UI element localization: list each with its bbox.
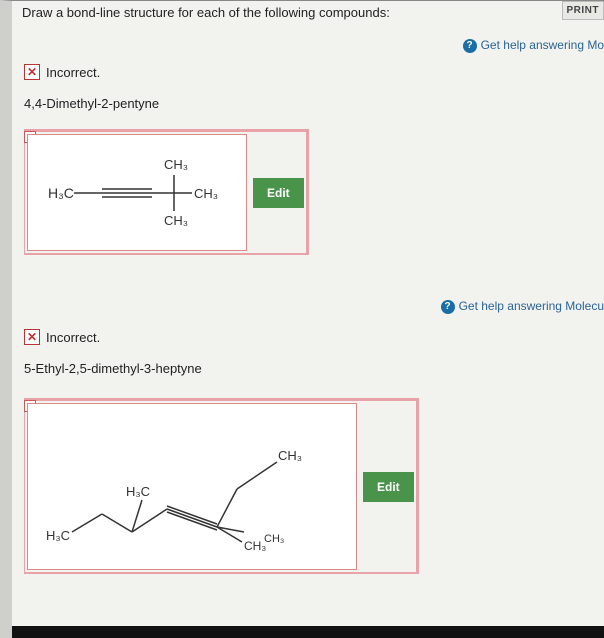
status-text: Incorrect. [46,330,100,345]
compound-name-1: 4,4-Dimethyl-2-pentyne [24,96,594,111]
edit-button-2[interactable]: Edit [363,472,414,502]
lbl-l1: H₃C [46,528,70,543]
lbl-l2: H₃C [126,484,150,499]
answer-box-2: × [24,398,419,574]
edit-button-1[interactable]: Edit [253,178,304,208]
lbl-r2: CH₃ [244,539,266,553]
incorrect-icon: ✕ [24,64,40,80]
question-1: ? Get help answering Mo ✕ Incorrect. 4,4-… [14,30,604,265]
lbl-top: CH₃ [164,157,188,172]
lbl-right: CH₃ [194,186,218,201]
status-row: ✕ Incorrect. [24,329,594,345]
structure-canvas-2[interactable]: H₃C H₃C CH₃ CH₃ CH₃ [27,403,357,570]
lbl-bottom: CH₃ [164,213,188,228]
lbl-r3: CH₃ [264,533,284,545]
print-button[interactable]: PRINT [562,1,604,20]
answer-box-1: × [24,129,309,255]
incorrect-icon: ✕ [24,329,40,345]
question-prompt: Draw a bond-line structure for each of t… [14,1,604,30]
structure-canvas-1[interactable]: H₃C CH₃ CH₃ CH₃ [27,134,247,251]
help-link-2[interactable]: ? Get help answering Molecu [441,299,604,314]
status-text: Incorrect. [46,65,100,80]
lbl-left: H₃C [48,185,74,201]
question-2: ?Get help answering Molecu ✕ Incorrect. … [14,295,604,584]
lbl-r1: CH₃ [278,448,302,463]
help-icon: ? [441,300,455,314]
bottom-bar [12,626,604,638]
status-row: ✕ Incorrect. [24,64,594,80]
structure-svg-1: H₃C CH₃ CH₃ CH₃ [42,145,232,235]
help-text: Get help answering Mo [481,38,604,52]
compound-name-2: 5-Ethyl-2,5-dimethyl-3-heptyne [24,361,594,376]
help-icon: ? [463,39,477,53]
structure-svg-2: H₃C H₃C CH₃ CH₃ CH₃ [42,414,342,554]
help-text: Get help answering Molecu [459,299,604,313]
content-panel: PRINT Draw a bond-line structure for eac… [0,0,604,638]
help-link-1[interactable]: ? Get help answering Mo [463,38,604,53]
